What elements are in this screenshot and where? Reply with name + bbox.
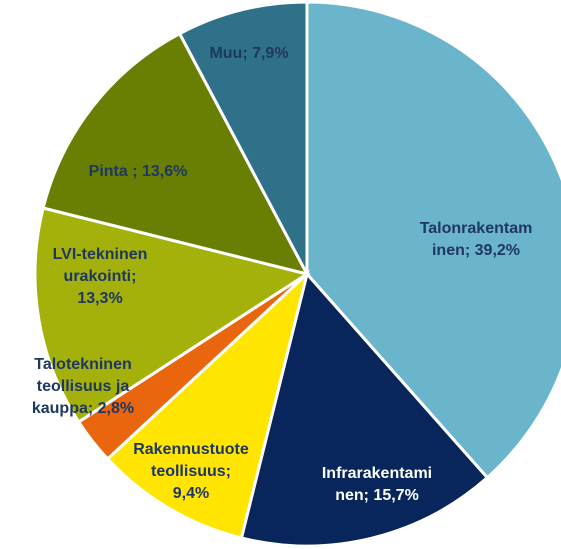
- data-label: teollisuus;: [151, 463, 231, 480]
- data-label: Rakennustuote: [133, 441, 249, 458]
- data-label: Pinta ; 13,6%: [89, 163, 188, 180]
- data-label: urakointi;: [64, 268, 137, 285]
- data-label: Talonrakentam: [420, 220, 533, 237]
- data-label: LVI-tekninen: [53, 246, 148, 263]
- data-label: Talotekninen: [34, 356, 132, 373]
- pie-slice: [177, 0, 309, 275]
- pie-slice: [239, 270, 490, 548]
- data-label: teollisuus ja: [37, 378, 130, 395]
- pie-slice: [33, 206, 311, 424]
- data-label: 9,4%: [173, 485, 209, 502]
- data-label: kauppa; 2,8%: [32, 400, 134, 417]
- pie-slice: [41, 31, 310, 277]
- pie-slice: [305, 0, 561, 480]
- data-label: nen; 15,7%: [335, 487, 419, 504]
- data-label: Infrarakentami: [322, 465, 432, 482]
- pie-slice: [105, 269, 310, 540]
- data-label: inen; 39,2%: [432, 242, 520, 259]
- data-label: 13,3%: [77, 290, 122, 307]
- data-label: Muu; 7,9%: [209, 45, 288, 62]
